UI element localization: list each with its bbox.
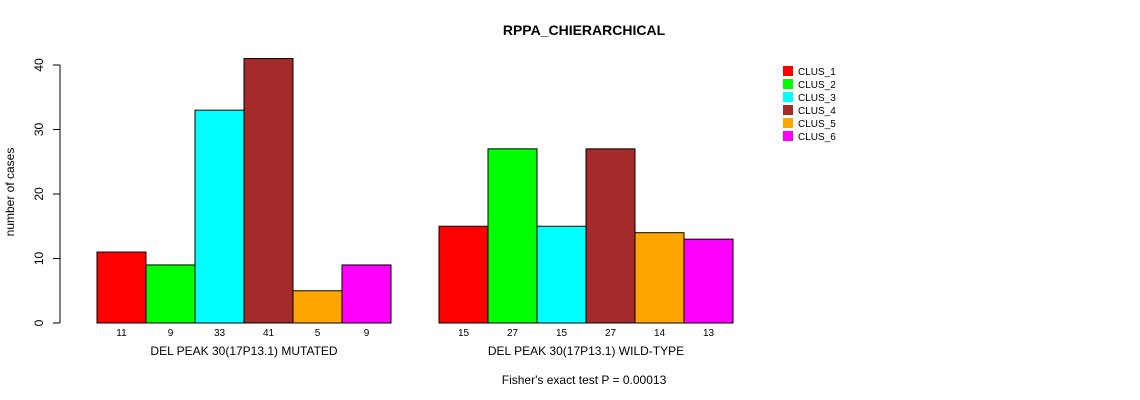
y-axis: 0 10 20 30 40 [32, 58, 61, 326]
legend-label: CLUS_1 [798, 67, 836, 78]
legend-label: CLUS_4 [798, 106, 836, 117]
bar-clus-3 [194, 109, 245, 324]
bar-group: 11 9 33 41 5 9 DEL PEAK 30(17P13.1) MUTATED [96, 58, 392, 358]
bar-count-label: 11 [116, 328, 127, 339]
legend-label: CLUS_6 [798, 132, 836, 143]
bar-count-label: 9 [364, 328, 370, 339]
y-tick-label: 20 [32, 187, 46, 201]
bar-clus-2 [487, 148, 538, 324]
legend-swatch [783, 66, 793, 76]
y-tick-label: 10 [32, 252, 46, 266]
bar-groups: 11 9 33 41 5 9 DEL PEAK 30(17P13.1) MUTATED 15 2… [96, 58, 734, 358]
legend-label: CLUS_3 [798, 93, 836, 104]
bar-count-label: 33 [214, 328, 226, 339]
bar-clus-2 [145, 264, 196, 324]
bar-count-label: 27 [605, 328, 617, 339]
bar-clus-4 [585, 148, 636, 324]
bar-clus-6 [341, 264, 392, 324]
legend-label: CLUS_5 [798, 119, 836, 130]
bar-clus-1 [96, 251, 147, 324]
bar-count-label: 5 [315, 328, 321, 339]
bar-clus-4 [243, 58, 294, 324]
legend-swatch [783, 105, 793, 115]
y-axis-label: number of cases [3, 148, 17, 237]
legend: CLUS_1 CLUS_2 CLUS_3 CLUS_4 CLUS_5 CLUS_6 [783, 66, 836, 143]
fisher-test-note: Fisher's exact test P = 0.00013 [502, 373, 667, 387]
bar-clus-5 [634, 232, 685, 324]
bar-count-label: 13 [703, 328, 715, 339]
legend-label: CLUS_2 [798, 80, 836, 91]
chart-title: RPPA_CHIERARCHICAL [503, 22, 666, 38]
bar-group: 15 27 15 27 14 13 DEL PEAK 30(17P13.1) WILD-TY… [438, 148, 734, 358]
bar-count-label: 9 [168, 328, 174, 339]
y-tick-label: 0 [32, 319, 46, 326]
bar-clus-6 [683, 238, 734, 324]
group-label: DEL PEAK 30(17P13.1) MUTATED [150, 344, 338, 358]
bar-count-label: 15 [556, 328, 568, 339]
bar-clus-3 [536, 225, 587, 324]
bar-count-label: 15 [458, 328, 470, 339]
bar-clus-1 [438, 225, 489, 324]
bar-count-label: 27 [507, 328, 519, 339]
legend-swatch [783, 131, 793, 141]
y-tick-label: 40 [32, 58, 46, 72]
bar-count-label: 14 [654, 328, 666, 339]
bar-clus-5 [292, 290, 343, 324]
y-tick-label: 30 [32, 123, 46, 137]
legend-swatch [783, 92, 793, 102]
bar-count-label: 41 [263, 328, 275, 339]
legend-swatch [783, 79, 793, 89]
group-label: DEL PEAK 30(17P13.1) WILD-TYPE [488, 344, 684, 358]
legend-swatch [783, 118, 793, 128]
